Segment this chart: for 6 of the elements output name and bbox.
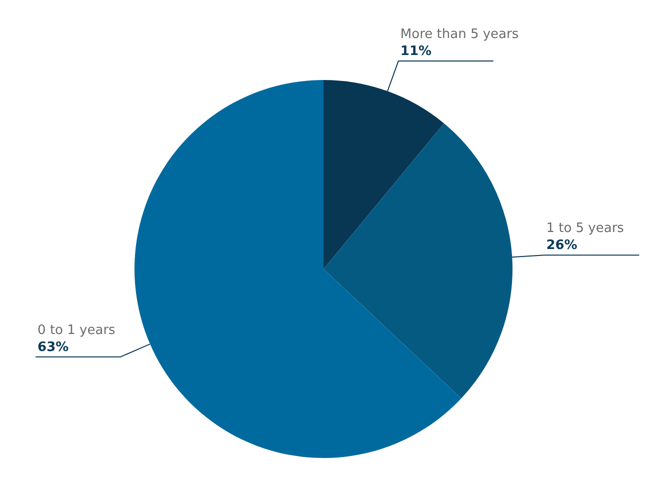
data-label: 26% — [546, 238, 578, 254]
data-label: 63% — [38, 340, 69, 355]
data-label: 11% — [400, 44, 432, 59]
slice-label: 0 to 1 years — [38, 322, 116, 338]
slice-label: 1 to 5 years — [546, 221, 624, 236]
slice-label: More than 5 years — [400, 26, 519, 42]
